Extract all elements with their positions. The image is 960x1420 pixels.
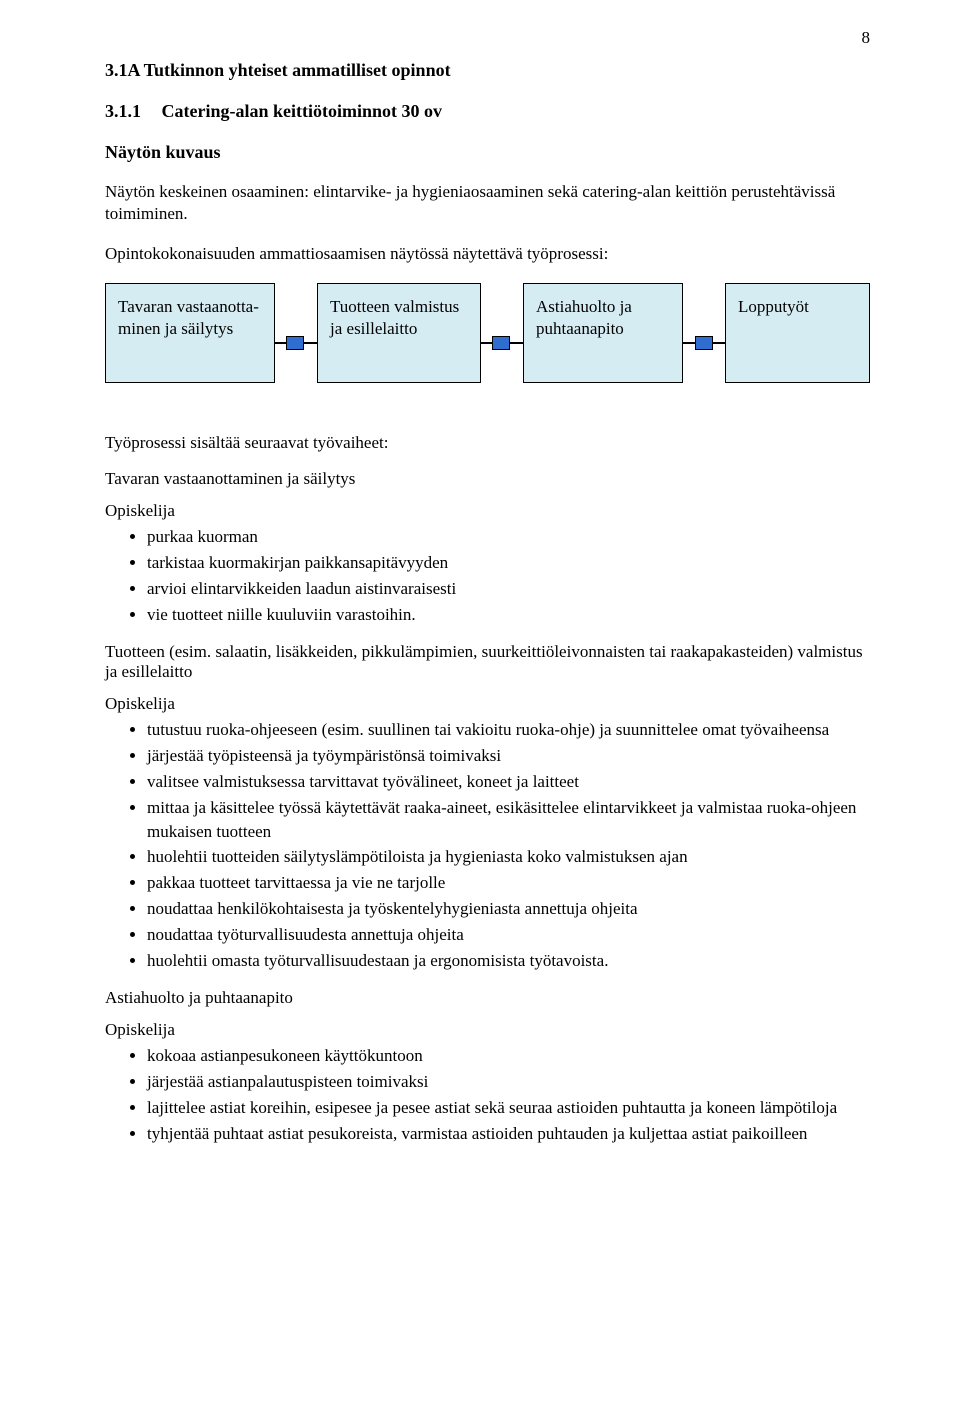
phase-1-title: Tavaran vastaanottaminen ja säilytys [105,469,870,489]
flow-connector-1 [286,336,304,350]
list-item: pakkaa tuotteet tarvittaessa ja vie ne t… [147,871,870,895]
list-item: arvioi elintarvikkeiden laadun aistinvar… [147,577,870,601]
phases-intro: Työprosessi sisältää seuraavat työvaihee… [105,433,870,453]
list-item: järjestää astianpalautuspisteen toimivak… [147,1070,870,1094]
flow-box-line2: ja esillelaitto [330,318,468,339]
flow-lead-paragraph: Opintokokonaisuuden ammattiosaamisen näy… [105,243,870,265]
list-item: huolehtii omasta työturvallisuudestaan j… [147,949,870,973]
list-item: purkaa kuorman [147,525,870,549]
phase-2-list: tutustuu ruoka-ohjeeseen (esim. suulline… [147,718,870,972]
list-item: huolehtii tuotteiden säilytyslämpötilois… [147,845,870,869]
subheading-naytonkuvaus: Näytön kuvaus [105,142,870,163]
list-item: tarkistaa kuormakirjan paikkansapitävyyd… [147,551,870,575]
flow-box-line1: Lopputyöt [738,296,857,317]
list-item: noudattaa henkilökohtaisesta ja työskent… [147,897,870,921]
flow-box-3: Astiahuolto japuhtaanapito [523,283,683,383]
flow-box-line1: Astiahuolto ja [536,296,670,317]
flow-box-2: Tuotteen valmistusja esillelaitto [317,283,481,383]
heading-section-a: 3.1A Tutkinnon yhteiset ammatilliset opi… [105,60,870,81]
page-number: 8 [862,28,871,48]
flow-box-line2: minen ja säilytys [118,318,262,339]
opiskelija-label: Opiskelija [105,501,870,521]
flow-connector-3 [695,336,713,350]
list-item: lajittelee astiat koreihin, esipesee ja … [147,1096,870,1120]
process-flow-diagram: Tavaran vastaanotta-minen ja säilytys Tuo… [105,283,870,403]
flow-box-4: Lopputyöt [725,283,870,383]
list-item: tutustuu ruoka-ohjeeseen (esim. suulline… [147,718,870,742]
list-item: vie tuotteet niille kuuluviin varastoihi… [147,603,870,627]
phase-1-list: purkaa kuormantarkistaa kuormakirjan pai… [147,525,870,626]
phase-3-list: kokoaa astianpesukoneen käyttökuntoonjär… [147,1044,870,1145]
opiskelija-label: Opiskelija [105,1020,870,1040]
flow-box-line1: Tavaran vastaanotta- [118,296,262,317]
heading-number: 3.1.1 [105,101,157,122]
list-item: mittaa ja käsittelee työssä käytettävät … [147,796,870,844]
list-item: noudattaa työturvallisuudesta annettuja … [147,923,870,947]
flow-box-1: Tavaran vastaanotta-minen ja säilytys [105,283,275,383]
list-item: tyhjentää puhtaat astiat pesukoreista, v… [147,1122,870,1146]
list-item: valitsee valmistuksessa tarvittavat työv… [147,770,870,794]
list-item: järjestää työpisteensä ja työympäristöns… [147,744,870,768]
heading-text: Catering-alan keittiötoiminnot 30 ov [162,101,443,121]
flow-connector-2 [492,336,510,350]
flow-box-line1: Tuotteen valmistus [330,296,468,317]
intro-paragraph: Näytön keskeinen osaaminen: elintarvike-… [105,181,870,225]
phase-3-title: Astiahuolto ja puhtaanapito [105,988,870,1008]
phase-2-title: Tuotteen (esim. salaatin, lisäkkeiden, p… [105,642,870,682]
flow-box-line2: puhtaanapito [536,318,670,339]
heading-subsection: 3.1.1 Catering-alan keittiötoiminnot 30 … [105,101,870,122]
list-item: kokoaa astianpesukoneen käyttökuntoon [147,1044,870,1068]
opiskelija-label: Opiskelija [105,694,870,714]
